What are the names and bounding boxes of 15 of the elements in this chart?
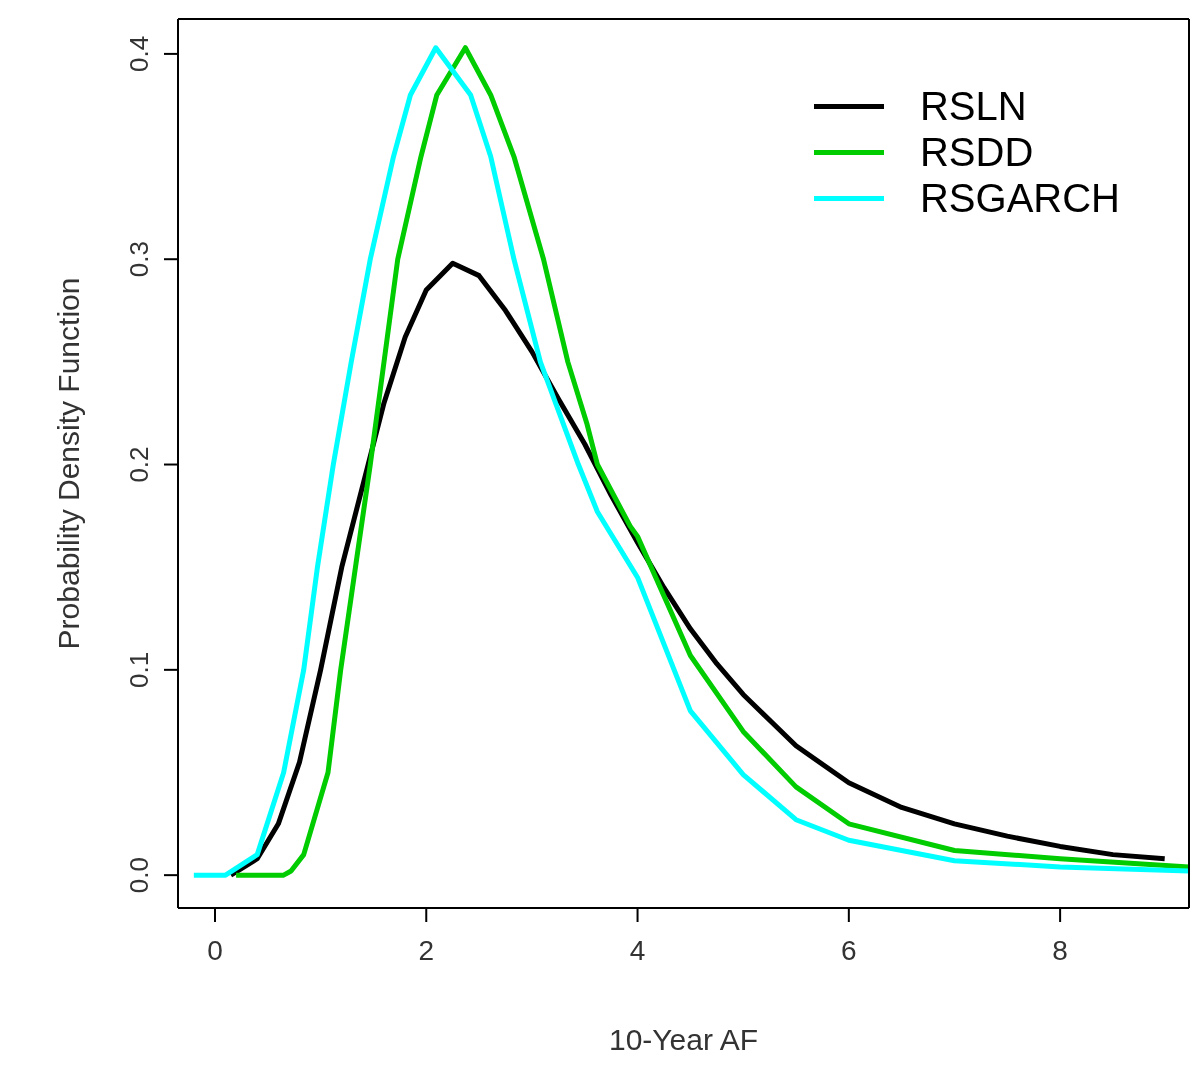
x-tick-label: 0	[207, 934, 223, 966]
x-tick-label: 6	[841, 934, 857, 966]
x-tick-label: 4	[629, 934, 646, 966]
x-axis-title: 10-Year AF	[609, 1023, 758, 1056]
x-tick-label: 8	[1052, 934, 1068, 966]
y-tick-label: 0.4	[124, 35, 154, 72]
legend-label: RSLN	[919, 83, 1027, 129]
y-tick-label: 0.2	[124, 446, 154, 483]
y-axis-title: Probability Density Function	[51, 277, 85, 650]
y-tick-label: 0.0	[124, 857, 154, 894]
y-tick-label: 0.3	[124, 241, 154, 278]
x-tick-label: 2	[418, 934, 435, 966]
legend-label: RSGARCH	[919, 175, 1120, 221]
y-tick-label: 0.1	[124, 651, 154, 688]
legend-label: RSDD	[919, 129, 1034, 175]
